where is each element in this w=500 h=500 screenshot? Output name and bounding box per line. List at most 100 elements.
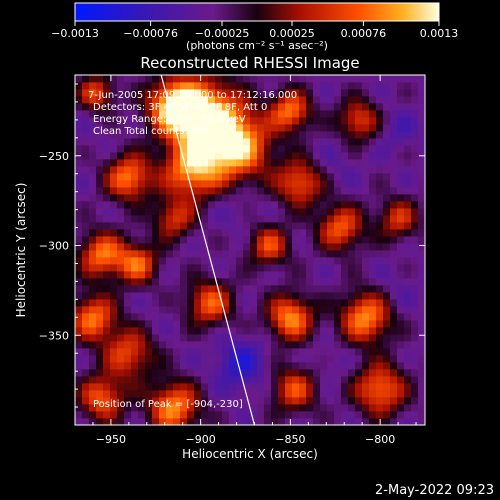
heatmap-cell [180,173,188,181]
heatmap-cell [201,292,209,300]
colorbar-tick-label: 0.00025 [269,27,315,40]
heatmap-cell [145,173,153,181]
heatmap-cell [292,313,300,321]
heatmap-cell [159,376,167,384]
heatmap-cell [75,159,83,167]
heatmap-cell [89,285,97,293]
heatmap-cell [299,187,307,195]
heatmap-cell [194,138,202,146]
heatmap-cell [243,369,251,377]
heatmap-cell [215,250,223,258]
heatmap-cell [341,257,349,265]
heatmap-cell [257,390,265,398]
heatmap-cell [404,369,412,377]
heatmap-cell [117,82,125,90]
heatmap-cell [152,236,160,244]
heatmap-cell [103,96,111,104]
heatmap-cell [117,285,125,293]
heatmap-cell [173,103,181,111]
heatmap-cell [257,250,265,258]
heatmap-cell [397,292,405,300]
heatmap-cell [180,145,188,153]
heatmap-cell [334,376,342,384]
heatmap-cell [131,138,139,146]
heatmap-cell [383,327,391,335]
heatmap-cell [397,229,405,237]
heatmap-cell [278,341,286,349]
heatmap-cell [152,89,160,97]
heatmap-cell [145,271,153,279]
heatmap-cell [306,397,314,405]
heatmap-cell [96,215,104,223]
heatmap-cell [75,173,83,181]
heatmap-cell [257,355,265,363]
heatmap-cell [418,299,425,307]
heatmap-cell [376,313,384,321]
heatmap-cell [159,397,167,405]
heatmap-cell [131,404,139,412]
heatmap-cell [313,208,321,216]
heatmap-cell [75,180,83,188]
heatmap-cell [96,404,104,412]
heatmap-cell [376,271,384,279]
heatmap-cell [285,131,293,139]
heatmap-cell [362,236,370,244]
heatmap-cell [103,229,111,237]
heatmap-cell [82,355,90,363]
heatmap-cell [320,75,328,83]
heatmap-cell [320,138,328,146]
heatmap-cell [306,82,314,90]
heatmap-cell [208,187,216,195]
heatmap-cell [103,257,111,265]
heatmap-cell [236,236,244,244]
heatmap-cell [243,299,251,307]
heatmap-cell [89,243,97,251]
heatmap-cell [362,390,370,398]
heatmap-cell [411,173,419,181]
heatmap-cell [236,131,244,139]
heatmap-cell [187,271,195,279]
heatmap-cell [75,313,83,321]
heatmap-cell [187,390,195,398]
heatmap-cell [341,96,349,104]
heatmap-cell [96,187,104,195]
heatmap-cell [82,376,90,384]
heatmap-cell [348,229,356,237]
heatmap-cell [187,404,195,412]
heatmap-cell [376,236,384,244]
heatmap-cell [124,194,132,202]
heatmap-cell [222,299,230,307]
heatmap-cell [187,292,195,300]
heatmap-cell [243,271,251,279]
heatmap-cell [278,173,286,181]
heatmap-cell [194,229,202,237]
heatmap-cell [355,96,363,104]
heatmap-cell [390,215,398,223]
heatmap-cell [180,124,188,132]
heatmap-cell [180,257,188,265]
heatmap-cell [131,75,139,83]
heatmap-cell [152,194,160,202]
heatmap-cell [362,82,370,90]
heatmap-cell [222,355,230,363]
heatmap-cell [404,285,412,293]
heatmap-cell [173,397,181,405]
heatmap-cell [376,222,384,230]
heatmap-cell [103,152,111,160]
heatmap-cell [285,369,293,377]
heatmap-cell [257,103,265,111]
heatmap-cell [201,383,209,391]
heatmap-cell [208,166,216,174]
heatmap-cell [397,278,405,286]
heatmap-cell [194,82,202,90]
heatmap-cell [404,208,412,216]
heatmap-cell [145,348,153,356]
heatmap-cell [404,257,412,265]
heatmap-cell [110,138,118,146]
heatmap-cell [348,369,356,377]
heatmap-cell [222,236,230,244]
heatmap-cell [124,355,132,363]
heatmap-cell [243,418,251,425]
heatmap-cell [103,166,111,174]
heatmap-cell [89,264,97,272]
